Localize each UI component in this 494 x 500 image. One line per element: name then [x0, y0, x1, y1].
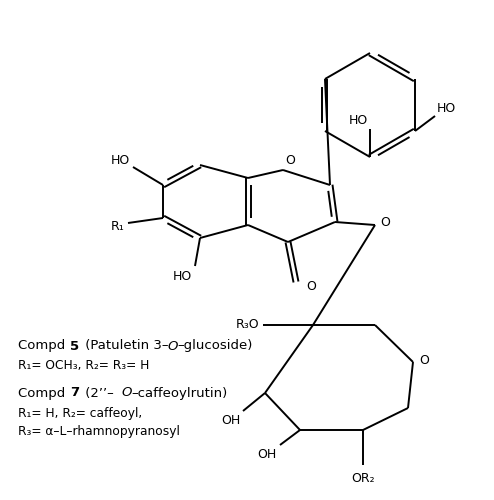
- Text: O: O: [419, 354, 429, 366]
- Text: O: O: [285, 154, 295, 166]
- Text: O: O: [167, 340, 177, 352]
- Text: Compd: Compd: [18, 386, 70, 400]
- Text: Compd: Compd: [18, 340, 70, 352]
- Text: R₁= OCH₃, R₂= R₃= H: R₁= OCH₃, R₂= R₃= H: [18, 360, 149, 372]
- Text: R₁: R₁: [110, 220, 124, 232]
- Text: (Patuletin 3–: (Patuletin 3–: [81, 340, 168, 352]
- Text: 7: 7: [70, 386, 79, 400]
- Text: R₃O: R₃O: [235, 318, 259, 332]
- Text: 5: 5: [70, 340, 79, 352]
- Text: O: O: [306, 280, 316, 293]
- Text: –caffeoylrutin): –caffeoylrutin): [131, 386, 227, 400]
- Text: –glucoside): –glucoside): [177, 340, 252, 352]
- Text: OH: OH: [221, 414, 240, 428]
- Text: HO: HO: [437, 102, 456, 116]
- Text: OR₂: OR₂: [351, 472, 375, 484]
- Text: R₁= H, R₂= caffeoyl,: R₁= H, R₂= caffeoyl,: [18, 406, 142, 420]
- Text: OH: OH: [258, 448, 277, 462]
- Text: (2’’–: (2’’–: [81, 386, 114, 400]
- Text: HO: HO: [349, 114, 368, 128]
- Text: HO: HO: [173, 270, 192, 282]
- Text: O: O: [380, 216, 390, 228]
- Text: R₃= α–L–rhamnopyranosyl: R₃= α–L–rhamnopyranosyl: [18, 426, 180, 438]
- Text: HO: HO: [111, 154, 130, 166]
- Text: O: O: [121, 386, 131, 400]
